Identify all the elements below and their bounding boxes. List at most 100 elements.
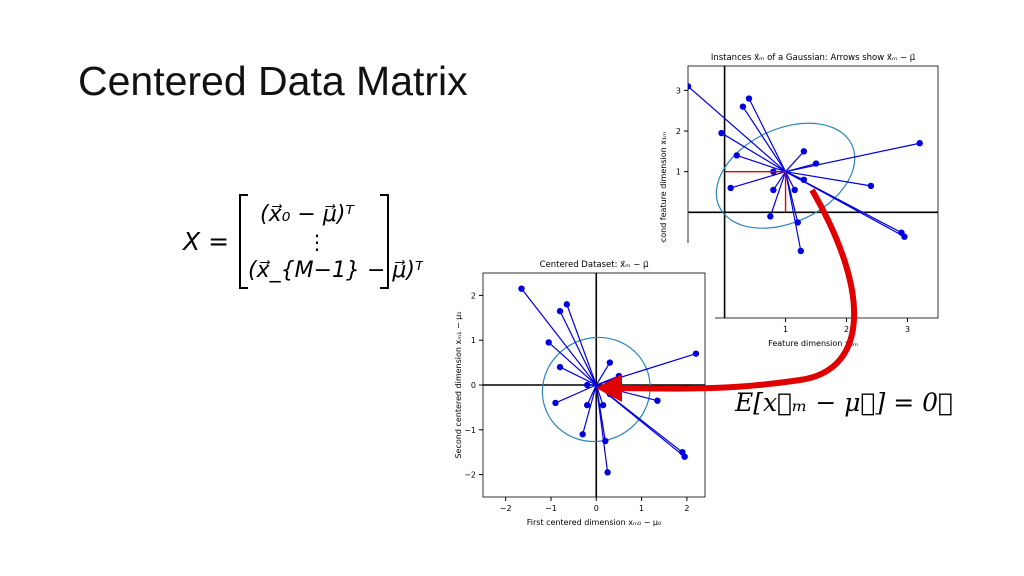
chart-background	[423, 243, 715, 527]
data-point	[800, 176, 808, 184]
difference-arrow	[548, 341, 597, 386]
red-curved-arrow	[609, 188, 858, 392]
difference-arrow	[582, 384, 597, 435]
data-point	[606, 390, 614, 398]
data-point	[797, 247, 805, 255]
data-point	[552, 399, 559, 407]
data-point	[606, 359, 614, 366]
difference-arrow	[596, 375, 620, 386]
difference-arrow	[785, 171, 905, 238]
x-axis-label: Feature dimension x₀ₘ	[768, 339, 858, 348]
difference-arrow	[785, 142, 920, 173]
data-point	[584, 381, 591, 389]
difference-arrow	[559, 310, 597, 386]
y-tick-label: 1	[676, 168, 681, 177]
data-point	[556, 307, 564, 315]
data-point	[579, 431, 586, 438]
data-point	[727, 184, 734, 192]
data-point	[599, 401, 607, 409]
data-point	[812, 160, 820, 167]
matrix-row-dots: ⋮	[307, 230, 327, 254]
y-tick-label: 2	[676, 127, 681, 136]
x-tick-label: −2	[500, 504, 512, 513]
difference-arrow	[595, 384, 604, 406]
x-tick-label: 3	[905, 325, 910, 334]
difference-arrow	[521, 288, 597, 386]
difference-arrow	[595, 384, 606, 442]
y-tick-label: 3	[676, 86, 681, 95]
x-tick-label: −1	[545, 504, 557, 513]
difference-arrow	[595, 384, 609, 473]
data-point	[602, 437, 609, 445]
y-tick-label: 1	[471, 336, 476, 345]
difference-arrow	[785, 171, 872, 187]
data-point	[688, 83, 692, 90]
plot-area	[688, 66, 938, 318]
difference-arrow	[595, 384, 683, 453]
matrix-lhs: X =	[181, 227, 229, 256]
data-point	[681, 453, 688, 460]
y-axis-label: Second feature dimension x₁ₘ	[659, 132, 668, 252]
data-point	[733, 152, 740, 159]
difference-arrow	[559, 366, 597, 386]
data-point	[767, 213, 774, 220]
data-point	[545, 339, 552, 346]
data-point	[770, 168, 777, 175]
matrix-row-last: (x⃗_{M−1} − μ⃗)ᵀ	[248, 258, 425, 283]
data-point	[604, 469, 611, 476]
difference-arrow	[595, 384, 611, 395]
data-point	[770, 186, 777, 194]
data-point	[654, 397, 661, 404]
y-tick-label: 2	[471, 291, 476, 300]
slide-title: Centered Data Matrix	[78, 58, 468, 104]
y-tick-label: −2	[464, 471, 476, 480]
difference-arrow	[784, 171, 799, 223]
chart-title: Instances x⃗ₘ of a Gaussian: Arrows show…	[711, 53, 916, 63]
plot-frame	[687, 65, 939, 319]
difference-arrow	[769, 171, 787, 217]
data-point	[518, 285, 525, 292]
difference-arrow	[785, 171, 805, 181]
difference-arrow	[784, 171, 802, 252]
difference-arrow	[721, 132, 786, 173]
difference-arrow	[596, 353, 697, 386]
x-tick-label: 1	[639, 504, 644, 513]
x-tick-label: 1	[783, 325, 788, 334]
difference-arrow	[785, 150, 805, 173]
y-tick-label: 0	[471, 381, 476, 390]
data-point	[739, 103, 747, 110]
data-point	[794, 219, 801, 226]
data-point	[679, 449, 686, 456]
x-tick-label: 2	[684, 504, 689, 513]
covariance-ellipse	[541, 336, 651, 443]
difference-arrow	[742, 106, 787, 173]
covariance-ellipse	[715, 122, 856, 229]
difference-arrow	[748, 98, 787, 172]
difference-arrow	[785, 162, 817, 173]
plot-frame	[482, 272, 706, 498]
data-point	[901, 233, 908, 240]
difference-arrow	[555, 384, 597, 404]
data-point	[916, 140, 923, 147]
difference-arrow	[785, 171, 796, 191]
data-point	[692, 350, 700, 357]
data-point	[584, 401, 591, 409]
difference-arrow	[586, 384, 597, 406]
difference-arrow	[566, 304, 597, 386]
difference-arrow	[595, 362, 611, 386]
data-point	[867, 182, 875, 190]
difference-arrow	[688, 85, 786, 173]
data-point	[791, 186, 798, 194]
data-point	[800, 148, 808, 155]
chart-title: Centered Dataset: x⃗ₘ − μ⃗	[540, 260, 649, 270]
left-bracket	[239, 194, 248, 289]
data-point	[718, 129, 725, 137]
x-tick-label: 2	[844, 325, 849, 334]
data-point	[898, 229, 905, 236]
data-point	[615, 372, 623, 380]
red-arrowhead	[596, 374, 622, 402]
difference-arrow	[772, 171, 787, 191]
expectation-equation: E[x⃗ₘ − μ⃗] = 0⃗	[735, 388, 954, 417]
difference-arrow	[596, 384, 658, 402]
